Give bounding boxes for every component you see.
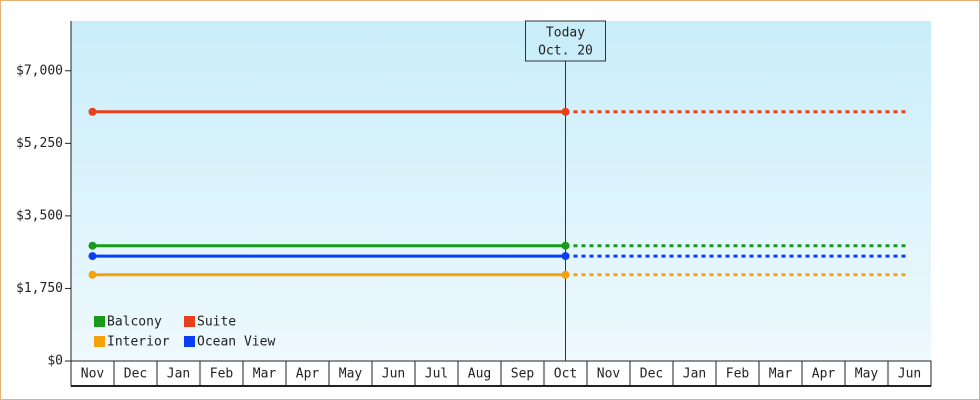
x-tick-label: Oct: [554, 367, 577, 382]
today-date: Oct. 20: [538, 44, 593, 59]
x-tick-label: Sep: [511, 367, 535, 382]
series-point: [561, 270, 570, 279]
today-label: Today: [546, 26, 585, 41]
x-tick-label: Jun: [898, 367, 921, 382]
y-tick-label: $0: [47, 354, 63, 369]
legend-swatch: [184, 336, 195, 347]
legend-label: Interior: [107, 335, 170, 350]
x-tick-label: Jun: [382, 367, 405, 382]
series-point: [561, 241, 570, 250]
x-tick-label: Jul: [425, 367, 448, 382]
y-tick-label: $3,500: [16, 208, 63, 223]
x-tick-label: Dec: [124, 367, 147, 382]
x-tick-label: Jan: [167, 367, 190, 382]
x-tick-label: May: [855, 367, 879, 382]
series-point: [88, 241, 97, 250]
x-tick-label: Apr: [812, 367, 836, 382]
series-point: [561, 107, 570, 116]
y-tick-label: $5,250: [16, 136, 63, 151]
x-tick-label: Mar: [253, 367, 277, 382]
x-tick-label: Aug: [468, 367, 491, 382]
legend-swatch: [94, 336, 105, 347]
x-tick-label: Feb: [210, 367, 234, 382]
plot-area: [71, 21, 931, 361]
x-tick-label: Dec: [640, 367, 663, 382]
y-tick-label: $1,750: [16, 281, 63, 296]
legend-swatch: [94, 316, 105, 327]
legend-label: Suite: [197, 315, 236, 330]
x-tick-label: May: [339, 367, 363, 382]
x-tick-label: Nov: [597, 367, 621, 382]
today-box: [525, 20, 606, 62]
series-point: [561, 252, 570, 261]
x-tick-label: Nov: [81, 367, 105, 382]
legend-label: Ocean View: [197, 335, 275, 350]
legend-label: Balcony: [107, 315, 162, 330]
series-point: [88, 107, 97, 116]
x-tick-label: Feb: [726, 367, 750, 382]
series-point: [88, 252, 97, 261]
series-point: [88, 270, 97, 279]
x-tick-label: Jan: [683, 367, 706, 382]
legend-swatch: [184, 316, 195, 327]
y-tick-label: $7,000: [16, 63, 63, 78]
x-tick-label: Apr: [296, 367, 320, 382]
x-tick-label: Mar: [769, 367, 793, 382]
